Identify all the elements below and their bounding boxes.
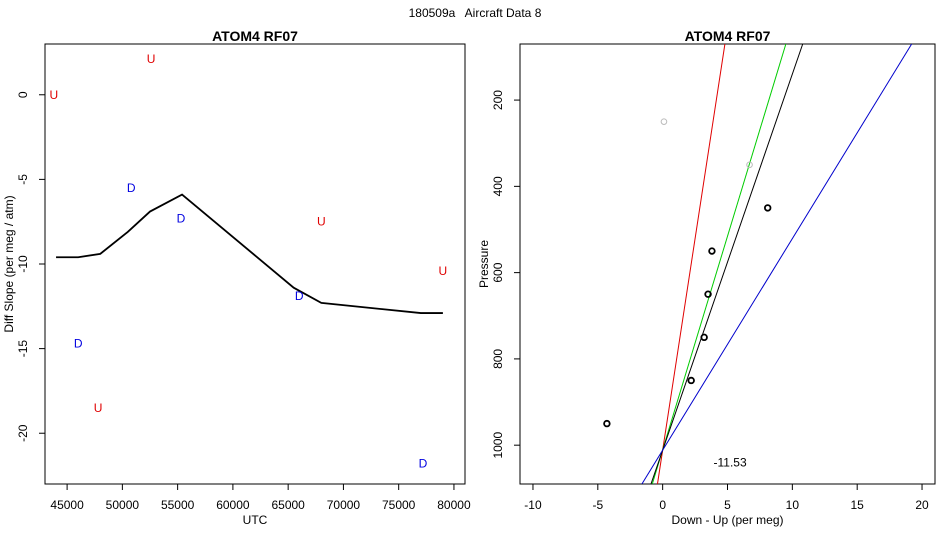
panel1-y-axis-label: Diff Slope (per meg / atm) <box>2 195 16 332</box>
panel2-x-tick-label: 20 <box>915 498 929 512</box>
panel2-fit-line <box>651 44 787 484</box>
panel1-x-tick-label: 55000 <box>161 498 195 512</box>
panel2-x-tick-label: 15 <box>851 498 865 512</box>
panel2-fit-line <box>641 44 913 484</box>
panel1-chart-title: ATOM4 RF07 <box>212 28 298 44</box>
panel1-x-tick-label: 80000 <box>437 498 471 512</box>
panel2-annotation: -11.53 <box>714 455 747 469</box>
panel1-x-tick-label: 50000 <box>106 498 140 512</box>
panel2-y-tick-label: 1000 <box>491 432 505 459</box>
panel1-plot-frame <box>44 43 466 485</box>
panel1-marker-U: U <box>439 264 448 278</box>
panel1-x-tick-label: 60000 <box>216 498 250 512</box>
panel2-y-tick-label: 200 <box>491 90 505 110</box>
panel1-marker-U: U <box>94 401 103 415</box>
panel2-data-point <box>746 161 753 169</box>
panel2-plot-frame <box>519 43 936 485</box>
panel2-x-axis-label: Down - Up (per meg) <box>671 513 783 527</box>
panel2-data-point <box>708 247 716 255</box>
panel1-x-tick-label: 45000 <box>50 498 84 512</box>
panel1-marker-D: D <box>295 289 304 303</box>
panel1-y-tick-label: -15 <box>16 340 30 358</box>
panel1-marker-D: D <box>127 181 136 195</box>
panel2-chart-title: ATOM4 RF07 <box>685 28 771 44</box>
panel1-marker-D: D <box>177 211 186 225</box>
panel1-series-line <box>56 193 443 314</box>
panel1-x-axis-label: UTC <box>243 513 268 527</box>
panel1-y-tick-label: -20 <box>16 424 30 442</box>
panel1-y-tick-label: -5 <box>16 174 30 185</box>
panel2-data-point <box>660 118 668 125</box>
panel2-y-tick-label: 600 <box>491 262 505 282</box>
panel2-x-tick-label: -5 <box>592 498 603 512</box>
panel2-y-tick-label: 400 <box>491 176 505 196</box>
panel1-y-tick-label: -10 <box>16 255 30 273</box>
panel2-fit-line <box>656 44 726 484</box>
panel2-data-point <box>687 376 695 385</box>
panel1-marker-D: D <box>419 457 428 471</box>
panel2-x-tick-label: 5 <box>724 498 731 512</box>
panel1-x-tick-label: 65000 <box>271 498 305 512</box>
panel2-data-point <box>704 290 712 298</box>
figure-title-id: 180509a <box>408 6 456 20</box>
panel2-y-tick-label: 800 <box>491 349 505 369</box>
panel1-y-tick-label: 0 <box>16 91 30 98</box>
figure-title-text: Aircraft Data 8 <box>464 6 542 20</box>
panel1-marker-U: U <box>147 52 156 66</box>
panel2-fit-line <box>650 44 804 484</box>
panel1-x-tick-label: 70000 <box>327 498 361 512</box>
panel2-data-point <box>700 333 708 342</box>
panel1-x-tick-label: 75000 <box>382 498 416 512</box>
panel2-data-point <box>603 419 611 428</box>
panel2-y-axis-label: Pressure <box>477 240 491 288</box>
panel2-x-tick-label: 0 <box>659 498 666 512</box>
panel2-x-tick-label: 10 <box>786 498 800 512</box>
panel2-x-tick-label: -10 <box>524 498 542 512</box>
panel1-marker-U: U <box>317 215 326 229</box>
panel1-marker-U: U <box>50 88 59 102</box>
panel2-data-point <box>764 204 772 212</box>
figure-title: 180509a Aircraft Data 8 <box>0 6 950 20</box>
panel1-marker-D: D <box>74 337 83 351</box>
